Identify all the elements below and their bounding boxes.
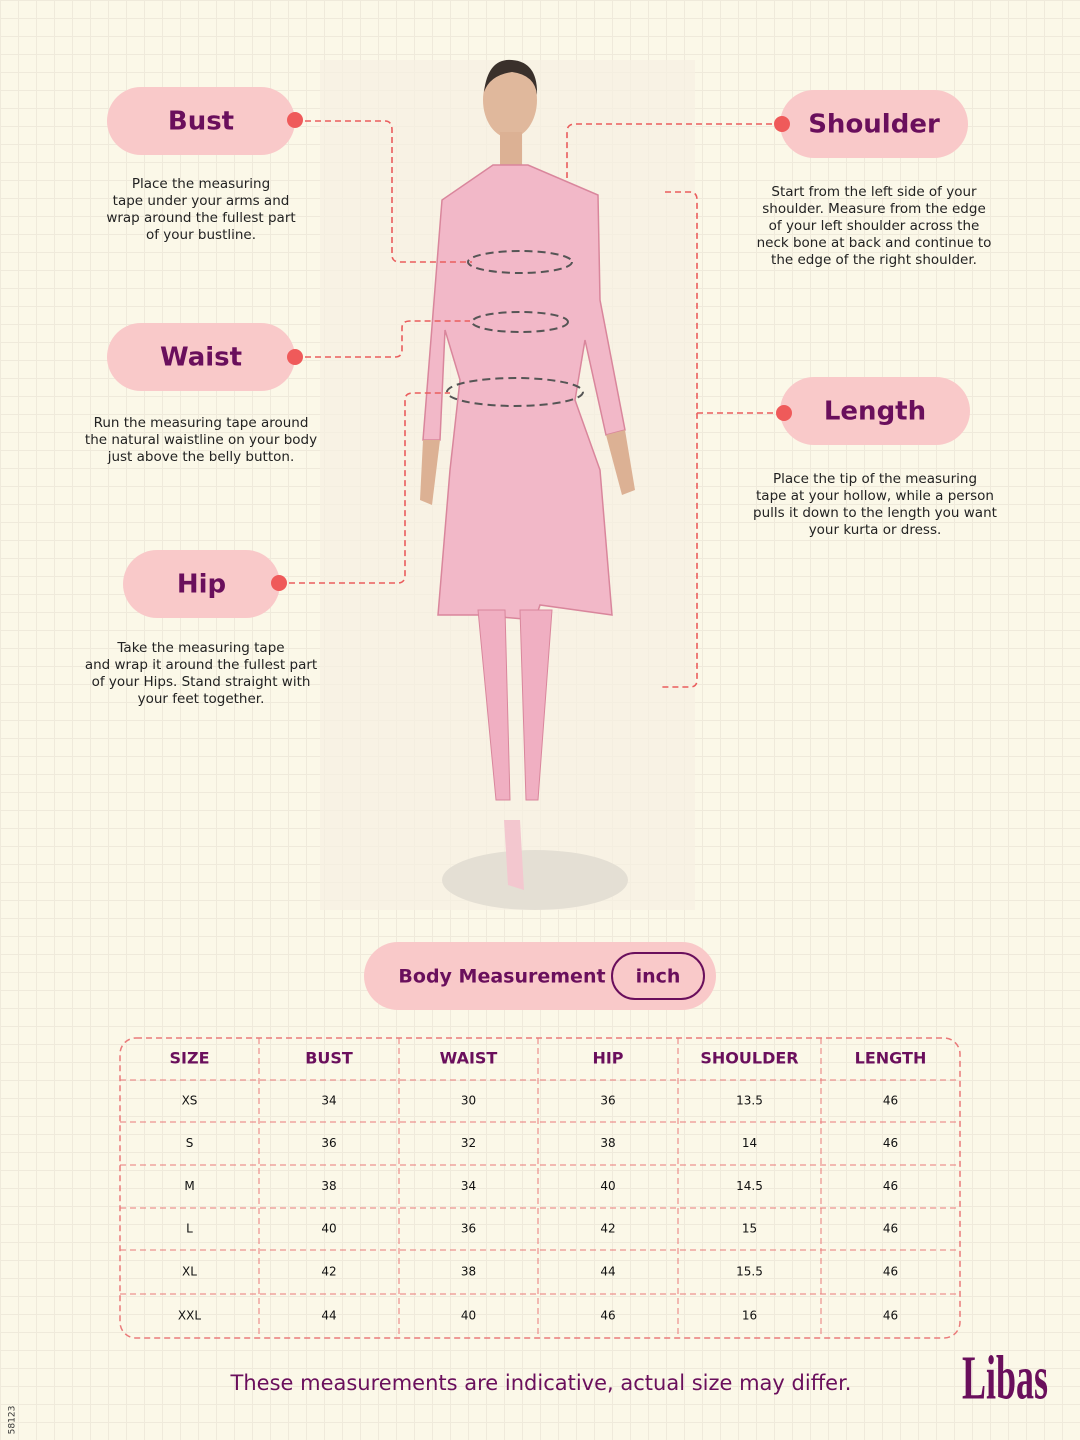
guide-dot — [271, 575, 287, 591]
table-cell: 46 — [600, 1309, 615, 1323]
guide-description: your feet together. — [138, 691, 265, 707]
table-cell: 14 — [742, 1136, 757, 1150]
guide-description: Run the measuring tape around — [94, 415, 309, 431]
table-frame — [119, 1037, 961, 1339]
table-header: SHOULDER — [700, 1049, 798, 1068]
table-cell: 46 — [883, 1265, 898, 1279]
guide-description: Place the tip of the measuring — [773, 471, 977, 487]
guide-pill — [107, 323, 295, 391]
guide-label: Hip — [177, 570, 226, 600]
table-cell: 44 — [321, 1309, 336, 1323]
unit: inch — [636, 966, 681, 988]
guide-label: Shoulder — [808, 110, 940, 140]
shadow — [442, 850, 628, 910]
table-cell: XS — [182, 1094, 198, 1108]
guide-label: Bust — [168, 107, 234, 137]
guide-description: the edge of the right shoulder. — [771, 252, 977, 268]
table-cell: 34 — [321, 1094, 336, 1108]
table-cell: 38 — [600, 1136, 615, 1150]
table-cell: 13.5 — [736, 1094, 763, 1108]
table-cell: S — [186, 1136, 194, 1150]
table-cell: 32 — [461, 1136, 476, 1150]
table-cell: 46 — [883, 1136, 898, 1150]
guide-description: your kurta or dress. — [809, 522, 942, 538]
guide-dot — [287, 349, 303, 365]
guide-description: pulls it down to the length you want — [753, 505, 997, 521]
unit-pill — [611, 952, 705, 1000]
figure — [420, 59, 635, 890]
table-cell: 40 — [321, 1222, 336, 1236]
table-cell: 44 — [600, 1265, 615, 1279]
guide-description: tape under your arms and — [113, 193, 290, 209]
guide-description: of your Hips. Stand straight with — [92, 674, 311, 690]
guide-pill — [123, 550, 280, 618]
table-cell: 15.5 — [736, 1265, 763, 1279]
table-cell: 46 — [883, 1094, 898, 1108]
table-cell: 38 — [461, 1265, 476, 1279]
table-cell: 15 — [742, 1222, 757, 1236]
guide-description: Start from the left side of your — [771, 184, 977, 200]
table-header: BUST — [305, 1049, 353, 1068]
table-cell: XL — [182, 1265, 197, 1279]
table-cell: 42 — [321, 1265, 336, 1279]
table-cell: 40 — [461, 1309, 476, 1323]
guide-description: shoulder. Measure from the edge — [762, 201, 986, 217]
table-cell: XXL — [178, 1309, 201, 1323]
table-cell: 42 — [600, 1222, 615, 1236]
table-cell: 46 — [883, 1179, 898, 1193]
table-cell: M — [184, 1179, 194, 1193]
table-cell: 40 — [600, 1179, 615, 1193]
guide-description: tape at your hollow, while a person — [756, 488, 994, 504]
table-header: HIP — [592, 1049, 623, 1068]
table-cell: 38 — [321, 1179, 336, 1193]
guide-label: Waist — [160, 343, 242, 373]
guide-description: the natural waistline on your body — [85, 432, 317, 448]
guide-description: Take the measuring tape — [116, 640, 284, 656]
table-cell: 14.5 — [736, 1179, 763, 1193]
guide-description: of your left shoulder across the — [769, 218, 980, 234]
table-cell: 46 — [883, 1222, 898, 1236]
guide-description: Place the measuring — [132, 176, 270, 192]
guide-dot — [776, 405, 792, 421]
guide-description: of your bustline. — [146, 227, 256, 243]
guide-dot — [287, 112, 303, 128]
guide-dot — [774, 116, 790, 132]
table-cell: L — [186, 1222, 193, 1236]
guide-description: neck bone at back and continue to — [757, 235, 992, 251]
table-cell: 30 — [461, 1094, 476, 1108]
guide-description: just above the belly button. — [107, 449, 295, 465]
guide-label: Length — [824, 397, 926, 427]
table-cell: 36 — [321, 1136, 336, 1150]
guide-pill — [780, 377, 970, 445]
table-cell: 34 — [461, 1179, 476, 1193]
code: 58123 — [8, 1406, 18, 1435]
guide-pill — [780, 90, 968, 158]
table-cell: 46 — [883, 1309, 898, 1323]
table-header: LENGTH — [855, 1049, 927, 1068]
table-header: WAIST — [440, 1049, 498, 1068]
table-cell: 36 — [600, 1094, 615, 1108]
table-cell: 36 — [461, 1222, 476, 1236]
brand: Libas — [962, 1344, 1048, 1413]
table-cell: 16 — [742, 1309, 757, 1323]
connectors — [279, 120, 784, 688]
footer-note: These measurements are indicative, actua… — [230, 1371, 852, 1395]
table-header: SIZE — [169, 1049, 209, 1068]
guide-description: and wrap it around the fullest part — [85, 657, 317, 673]
guide-description: wrap around the fullest part — [106, 210, 295, 226]
guide-pill — [107, 87, 295, 155]
table-title: Body Measurement — [398, 966, 605, 988]
